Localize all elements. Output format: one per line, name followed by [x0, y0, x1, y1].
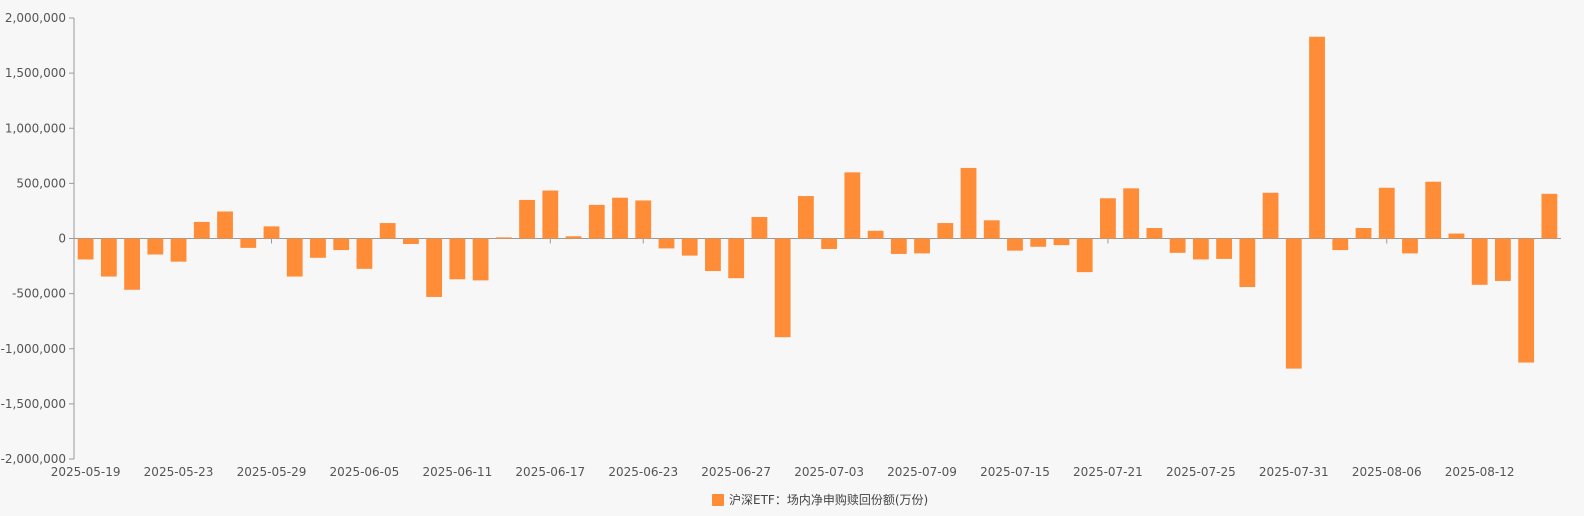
- bar[interactable]: [333, 238, 350, 251]
- bar[interactable]: [1076, 238, 1093, 273]
- bar[interactable]: [914, 238, 930, 254]
- bar[interactable]: [1448, 233, 1465, 239]
- bar[interactable]: [797, 196, 814, 239]
- x-tick-label: 2025-05-23: [144, 465, 214, 479]
- x-tick-label: 2025-07-03: [794, 465, 864, 479]
- bar[interactable]: [542, 190, 559, 239]
- bar[interactable]: [519, 199, 535, 239]
- bar[interactable]: [147, 238, 164, 255]
- bar[interactable]: [728, 238, 745, 279]
- bar[interactable]: [124, 238, 140, 290]
- x-tick-label: 2025-07-15: [980, 465, 1050, 479]
- bar[interactable]: [635, 200, 652, 239]
- bar[interactable]: [1030, 238, 1047, 247]
- y-tick-label: 1,000,000: [5, 121, 66, 135]
- legend-label[interactable]: 沪深ETF：场内净申购赎回份额(万份): [729, 492, 928, 507]
- bar[interactable]: [983, 220, 1000, 239]
- bar[interactable]: [821, 238, 838, 249]
- x-tick-label: 2025-07-25: [1166, 465, 1236, 479]
- bar[interactable]: [193, 221, 210, 239]
- bar[interactable]: [681, 238, 698, 256]
- y-tick-label: -500,000: [12, 287, 66, 301]
- y-tick-label: 2,000,000: [5, 11, 66, 25]
- bar[interactable]: [1007, 238, 1023, 251]
- bar[interactable]: [937, 223, 954, 239]
- bar[interactable]: [1123, 188, 1140, 239]
- legend[interactable]: 沪深ETF：场内净申购赎回份额(万份): [712, 492, 928, 507]
- y-tick-label: 1,500,000: [5, 66, 66, 80]
- bar[interactable]: [356, 238, 373, 269]
- y-axis: 2,000,000 1,500,000 1,000,000 500,000 0 -500,…: [1, 11, 75, 466]
- bar[interactable]: [1425, 181, 1442, 239]
- bar[interactable]: [1053, 238, 1070, 246]
- x-tick-label: 2025-08-12: [1445, 465, 1515, 479]
- bar[interactable]: [1100, 198, 1116, 239]
- bar[interactable]: [1309, 36, 1325, 239]
- bar[interactable]: [867, 230, 884, 239]
- bar[interactable]: [426, 238, 443, 297]
- bar[interactable]: [751, 217, 768, 239]
- y-tick-label: -1,000,000: [1, 342, 66, 356]
- bar[interactable]: [1192, 238, 1209, 260]
- bar[interactable]: [1169, 238, 1186, 253]
- bar[interactable]: [170, 238, 187, 262]
- bar[interactable]: [774, 238, 791, 338]
- bar[interactable]: [1495, 238, 1511, 281]
- bar[interactable]: [1332, 238, 1349, 251]
- x-tick-label: 2025-08-06: [1352, 465, 1422, 479]
- bar[interactable]: [844, 172, 861, 239]
- bar[interactable]: [100, 238, 117, 277]
- bar[interactable]: [310, 238, 326, 258]
- bar[interactable]: [240, 238, 257, 248]
- bar[interactable]: [1355, 228, 1372, 239]
- bar[interactable]: [449, 238, 466, 280]
- bar[interactable]: [588, 204, 605, 239]
- bar[interactable]: [77, 238, 94, 260]
- bar[interactable]: [1402, 238, 1418, 254]
- bar[interactable]: [612, 197, 628, 239]
- bar[interactable]: [1378, 187, 1395, 239]
- y-tick-label: 0: [58, 232, 66, 246]
- x-tick-label: 2025-07-31: [1259, 465, 1329, 479]
- x-tick-label: 2025-06-11: [422, 465, 492, 479]
- bar[interactable]: [286, 238, 303, 277]
- bar[interactable]: [1239, 238, 1256, 288]
- bar[interactable]: [1541, 193, 1558, 239]
- bar[interactable]: [565, 236, 582, 239]
- bar[interactable]: [705, 238, 721, 272]
- x-tick-label: 2025-06-23: [608, 465, 678, 479]
- bar[interactable]: [1518, 238, 1535, 363]
- bar[interactable]: [403, 238, 419, 245]
- bar[interactable]: [217, 211, 233, 239]
- bar[interactable]: [890, 238, 907, 254]
- x-tick-label: 2025-06-27: [701, 465, 771, 479]
- bar[interactable]: [960, 167, 977, 239]
- legend-swatch[interactable]: [712, 494, 724, 506]
- bar[interactable]: [495, 237, 512, 239]
- bar-series: [77, 36, 1558, 369]
- y-tick-label: -2,000,000: [1, 452, 66, 466]
- bar[interactable]: [1146, 228, 1163, 239]
- x-tick-label: 2025-05-19: [51, 465, 121, 479]
- bar[interactable]: [1216, 238, 1232, 259]
- bar[interactable]: [472, 238, 489, 281]
- y-tick-label: -1,500,000: [1, 397, 66, 411]
- bar[interactable]: [1262, 192, 1279, 239]
- y-tick-label: 500,000: [16, 176, 66, 190]
- x-tick-label: 2025-06-05: [330, 465, 400, 479]
- bar[interactable]: [658, 238, 675, 249]
- bar[interactable]: [263, 226, 280, 239]
- x-axis: 2025-05-19 2025-05-23 2025-05-29 2025-06-05…: [51, 238, 1561, 479]
- x-tick-label: 2025-07-09: [887, 465, 957, 479]
- x-tick-label: 2025-05-29: [237, 465, 307, 479]
- x-tick-label: 2025-07-21: [1073, 465, 1143, 479]
- x-tick-label: 2025-06-17: [515, 465, 585, 479]
- bar[interactable]: [379, 223, 396, 239]
- bar[interactable]: [1285, 238, 1302, 369]
- bar[interactable]: [1471, 238, 1488, 285]
